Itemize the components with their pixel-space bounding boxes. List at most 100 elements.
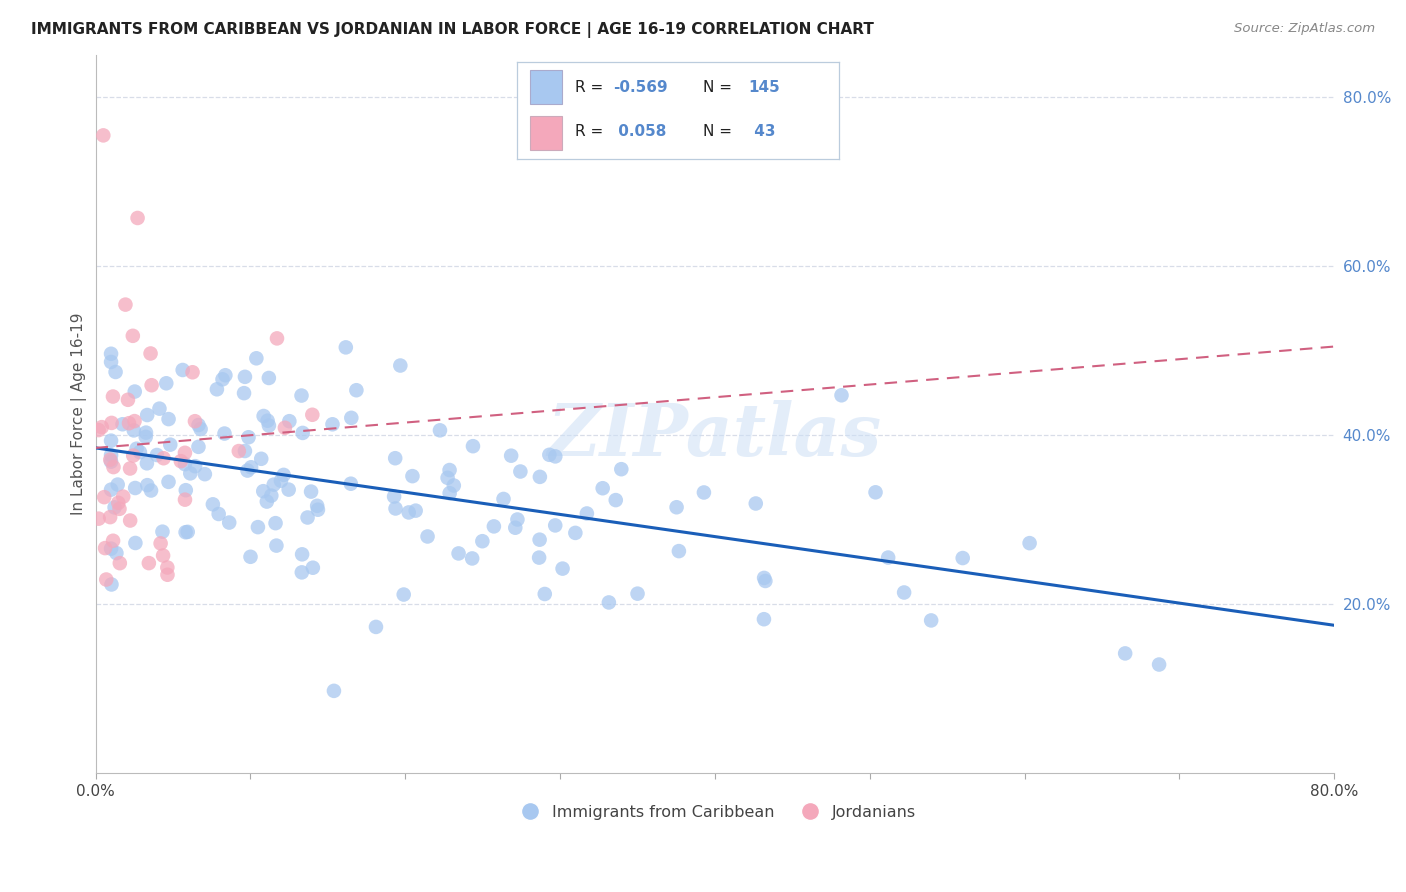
- Point: [117, 392, 139, 407]
- Point: [270, 474, 292, 488]
- Point: [135, 425, 157, 440]
- Point: [148, 401, 170, 416]
- Point: [157, 475, 180, 489]
- Point: [865, 485, 887, 500]
- Point: [429, 423, 451, 437]
- Point: [108, 556, 131, 570]
- Point: [252, 484, 274, 499]
- Point: [693, 485, 716, 500]
- Point: [149, 536, 172, 550]
- Point: [291, 425, 314, 440]
- Point: [118, 416, 141, 430]
- Point: [482, 519, 505, 533]
- Point: [187, 440, 209, 454]
- Point: [111, 417, 134, 432]
- Point: [108, 501, 131, 516]
- Point: [205, 382, 228, 396]
- Point: [136, 478, 159, 492]
- Point: [544, 450, 567, 464]
- Point: [503, 521, 526, 535]
- Point: [100, 483, 122, 497]
- Point: [605, 493, 627, 508]
- Point: [382, 490, 405, 504]
- Point: [893, 585, 915, 599]
- Point: [492, 491, 515, 506]
- Point: [120, 514, 142, 528]
- Point: [233, 444, 256, 458]
- Point: [101, 390, 124, 404]
- Point: [156, 567, 179, 582]
- Point: [181, 365, 204, 379]
- Point: [100, 434, 122, 448]
- Point: [443, 478, 465, 492]
- Point: [564, 525, 586, 540]
- Point: [100, 416, 122, 430]
- Point: [274, 421, 297, 435]
- Point: [598, 595, 620, 609]
- Point: [920, 614, 942, 628]
- Point: [211, 372, 233, 386]
- Point: [544, 518, 567, 533]
- Point: [135, 430, 157, 444]
- Point: [141, 378, 163, 392]
- Point: [114, 297, 136, 311]
- Point: [416, 529, 439, 543]
- Point: [307, 502, 329, 516]
- Point: [138, 556, 160, 570]
- Point: [277, 483, 299, 497]
- Point: [668, 544, 690, 558]
- Point: [533, 587, 555, 601]
- Point: [301, 408, 323, 422]
- Point: [323, 684, 346, 698]
- Point: [447, 546, 470, 560]
- Point: [299, 484, 322, 499]
- Point: [87, 423, 110, 437]
- Point: [122, 424, 145, 438]
- Point: [98, 452, 121, 467]
- Point: [398, 505, 420, 519]
- Text: ZIPatlas: ZIPatlas: [548, 401, 882, 471]
- Point: [401, 469, 423, 483]
- Point: [100, 448, 122, 462]
- Point: [340, 476, 363, 491]
- Point: [273, 467, 295, 482]
- Point: [405, 503, 427, 517]
- Point: [236, 464, 259, 478]
- Point: [124, 481, 146, 495]
- Point: [264, 516, 287, 530]
- Point: [529, 533, 551, 547]
- Legend: Immigrants from Caribbean, Jordanians: Immigrants from Caribbean, Jordanians: [508, 798, 922, 826]
- Point: [831, 388, 853, 402]
- Point: [139, 483, 162, 498]
- Point: [257, 418, 280, 433]
- Point: [307, 499, 329, 513]
- Point: [509, 465, 531, 479]
- Point: [135, 456, 157, 470]
- Point: [471, 534, 494, 549]
- Point: [665, 500, 688, 515]
- Point: [139, 346, 162, 360]
- Point: [575, 507, 598, 521]
- Point: [754, 574, 776, 588]
- Point: [121, 328, 143, 343]
- Point: [436, 471, 458, 485]
- Point: [290, 388, 312, 402]
- Point: [218, 516, 240, 530]
- Point: [260, 489, 283, 503]
- Point: [156, 560, 179, 574]
- Point: [105, 546, 128, 560]
- Point: [184, 459, 207, 474]
- Point: [877, 550, 900, 565]
- Point: [392, 588, 415, 602]
- Point: [136, 408, 159, 422]
- Point: [592, 481, 614, 495]
- Point: [98, 510, 121, 524]
- Point: [501, 449, 523, 463]
- Point: [384, 501, 406, 516]
- Point: [124, 536, 146, 550]
- Point: [100, 541, 122, 556]
- Point: [100, 355, 122, 369]
- Point: [335, 340, 357, 354]
- Point: [127, 211, 149, 225]
- Point: [201, 497, 224, 511]
